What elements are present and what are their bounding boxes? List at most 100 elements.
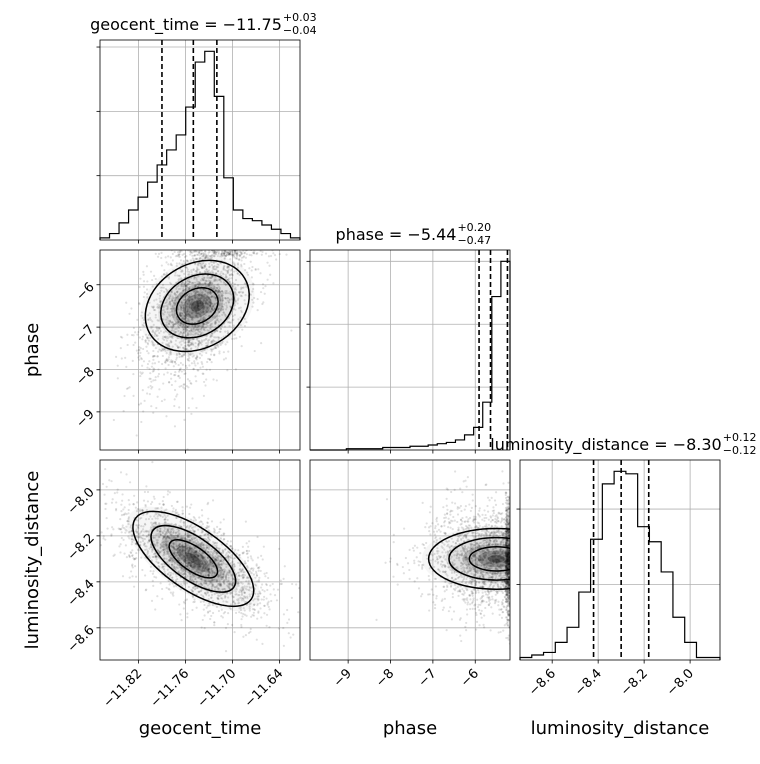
- scatter-point: [268, 255, 270, 257]
- scatter-point: [253, 608, 255, 610]
- scatter-point: [240, 618, 242, 620]
- scatter-point: [155, 407, 157, 409]
- scatter-point: [263, 605, 265, 607]
- scatter-point: [211, 254, 213, 256]
- scatter-point: [160, 582, 162, 584]
- scatter-point: [242, 546, 244, 548]
- scatter-point: [120, 510, 122, 512]
- scatter-point: [256, 639, 258, 641]
- scatter-point: [210, 615, 212, 617]
- scatter-point: [147, 491, 149, 493]
- scatter-point: [507, 482, 509, 484]
- scatter-point: [247, 556, 249, 558]
- scatter-point: [277, 665, 279, 667]
- scatter-point: [141, 338, 143, 340]
- scatter-point: [96, 512, 98, 514]
- title-plus: +0.12: [723, 431, 757, 444]
- scatter-point: [263, 590, 265, 592]
- scatter-point: [182, 386, 184, 388]
- scatter-point: [227, 612, 229, 614]
- scatter-point: [454, 502, 456, 504]
- scatter-point: [256, 253, 258, 255]
- scatter-point: [136, 350, 138, 352]
- scatter-point: [152, 350, 154, 352]
- scatter-point: [175, 395, 177, 397]
- scatter-point: [212, 612, 214, 614]
- scatter-point: [248, 550, 250, 552]
- scatter-point: [168, 356, 170, 358]
- scatter-point: [225, 357, 227, 359]
- scatter-point: [128, 503, 130, 505]
- scatter-point: [103, 494, 105, 496]
- scatter-point: [152, 355, 154, 357]
- scatter-point: [204, 614, 206, 616]
- scatter-point: [152, 573, 154, 575]
- scatter-point: [256, 574, 258, 576]
- scatter-point: [240, 626, 242, 628]
- scatter-point: [202, 619, 204, 621]
- scatter-point: [446, 505, 448, 507]
- scatter-point: [266, 625, 268, 627]
- scatter-point: [223, 358, 225, 360]
- scatter-panel-phase-luminosity_distance: [310, 454, 571, 664]
- scatter-point: [175, 255, 177, 257]
- scatter-point: [106, 486, 108, 488]
- scatter-point: [270, 600, 272, 602]
- scatter-point: [266, 589, 268, 591]
- scatter-point: [403, 528, 405, 530]
- scatter-point: [185, 365, 187, 367]
- scatter-point: [116, 491, 118, 493]
- scatter-point: [151, 386, 153, 388]
- scatter-point: [132, 566, 134, 568]
- scatter-point: [134, 565, 136, 567]
- scatter-point: [153, 370, 155, 372]
- scatter-point: [229, 252, 231, 254]
- scatter-point: [152, 367, 154, 369]
- scatter-point: [156, 595, 158, 597]
- scatter-point: [261, 589, 263, 591]
- hist-panel-phase: [307, 250, 511, 454]
- scatter-point: [203, 395, 205, 397]
- scatter-point: [201, 514, 203, 516]
- scatter-point: [203, 609, 205, 611]
- scatter-point: [174, 251, 176, 253]
- scatter-point: [246, 550, 248, 552]
- scatter-point: [243, 551, 245, 553]
- scatter-point: [252, 614, 254, 616]
- scatter-point: [172, 253, 174, 255]
- scatter-point: [157, 355, 159, 357]
- scatter-point: [162, 500, 164, 502]
- scatter-point: [178, 375, 180, 377]
- scatter-point: [182, 254, 184, 256]
- scatter-point: [179, 256, 181, 258]
- scatter-point: [186, 616, 188, 618]
- scatter-point: [488, 499, 490, 501]
- scatter-point: [223, 253, 225, 255]
- scatter-point: [172, 591, 174, 593]
- scatter-point: [165, 256, 167, 258]
- scatter-point: [206, 607, 208, 609]
- scatter-point: [230, 540, 232, 542]
- scatter-point: [88, 509, 90, 511]
- scatter-point: [138, 349, 140, 351]
- scatter-point: [216, 379, 218, 381]
- scatter-point: [300, 631, 302, 633]
- scatter-point: [268, 606, 270, 608]
- axes-frame: [310, 250, 510, 450]
- scatter-point: [150, 503, 152, 505]
- scatter-point: [191, 362, 193, 364]
- scatter-point: [266, 262, 268, 264]
- scatter-point: [158, 361, 160, 363]
- scatter-point: [277, 589, 279, 591]
- scatter-point: [137, 352, 139, 354]
- scatter-point: [83, 520, 85, 522]
- scatter-point: [430, 506, 432, 508]
- scatter-point: [218, 610, 220, 612]
- scatter-point: [242, 636, 244, 638]
- scatter-point: [248, 540, 250, 542]
- scatter-point: [150, 271, 152, 273]
- scatter-point: [386, 498, 388, 500]
- scatter-point: [262, 283, 264, 285]
- scatter-point: [241, 259, 243, 261]
- scatter-point: [190, 503, 192, 505]
